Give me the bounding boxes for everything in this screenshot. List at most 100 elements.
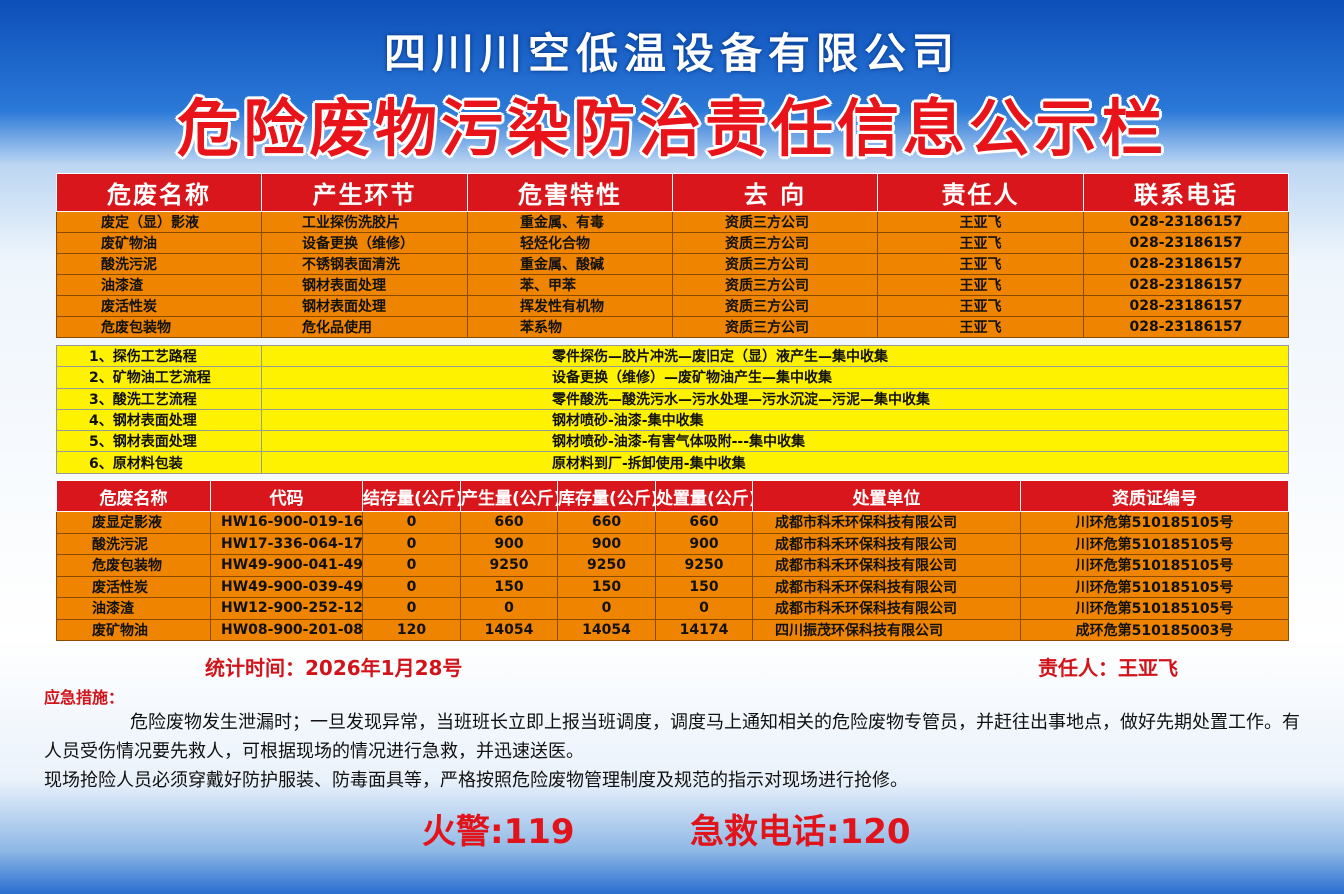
cell: 9250 [655, 554, 753, 577]
row: 油漆渣 钢材表面处理 苯、甲苯 资质三方公司 王亚飞 028-23186157 [56, 274, 1289, 296]
cell: 苯系物 [467, 316, 673, 338]
cell: 0 [362, 511, 461, 534]
row: 酸洗污泥 不锈钢表面清洗 重金属、酸碱 资质三方公司 王亚飞 028-23186157 [56, 253, 1289, 275]
cell: 重金属、有毒 [467, 211, 673, 233]
header-cell: 处置单位 [752, 480, 1021, 512]
cell: 4、钢材表面处理 [56, 408, 262, 432]
row: 废矿物油 设备更换（维修） 轻烃化合物 资质三方公司 王亚飞 028-23186157 [56, 232, 1289, 254]
cell: 成都市科禾环保科技有限公司 [752, 511, 1021, 534]
row: 废矿物油 HW08-900-201-08 120 14054 14054 14174 四川振… [56, 618, 1289, 641]
cell: 150 [460, 575, 558, 598]
cell: 川环危第510185105号 [1020, 597, 1289, 620]
header-row: 危废名称 代码 结存量(公斤) 产生量(公斤) 库存量(公斤) 处置量(公斤) 处置单位 资质… [56, 480, 1289, 512]
responsible: 责任人：王亚飞 [1038, 656, 1178, 680]
cell: 028-23186157 [1083, 232, 1289, 254]
emergency-text: 现场抢险人员必须穿戴好防护服装、防毒面具等，严格按照危险废物管理制度及规范的指示… [44, 770, 908, 791]
emergency-title: 应急措施： [44, 688, 125, 707]
cell: 危废包装物 [56, 316, 262, 338]
cell: 钢材表面处理 [261, 295, 468, 317]
header-cell: 产生量(公斤) [460, 480, 558, 512]
header-cell: 联系电话 [1083, 173, 1289, 212]
cell: 0 [362, 597, 461, 620]
row: 废定（显）影液 工业探伤洗胶片 重金属、有毒 资质三方公司 王亚飞 028-2318615… [56, 211, 1289, 233]
cell: 120 [362, 618, 461, 641]
cell: 废显定影液 [56, 511, 211, 534]
cell: HW49-900-041-49 [210, 554, 363, 577]
cell: 660 [655, 511, 753, 534]
cell: 资质三方公司 [672, 211, 878, 233]
row: 2、矿物油工艺流程 设备更换（维修）—废矿物油产生—集中收集 [56, 366, 1289, 389]
cell: 原材料到厂-拆卸使用-集中收集 [261, 451, 1289, 474]
cell: 废矿物油 [56, 618, 211, 641]
cell: HW17-336-064-17 [210, 532, 363, 555]
cell: 成都市科禾环保科技有限公司 [752, 597, 1021, 620]
cell: 028-23186157 [1083, 253, 1289, 275]
cell: 150 [655, 575, 753, 598]
cell: 900 [557, 532, 656, 555]
cell: 900 [655, 532, 753, 555]
cell: 危化品使用 [261, 316, 468, 338]
cell: 2、矿物油工艺流程 [56, 366, 262, 389]
row: 油漆渣 HW12-900-252-12 0 0 0 0 成都市科禾环保科技有限公司 川环危第5… [56, 597, 1289, 620]
cell: 3、酸洗工艺流程 [56, 387, 262, 410]
header-cell: 结存量(公斤) [362, 480, 461, 512]
header-cell: 代码 [210, 480, 363, 512]
cell: 王亚飞 [877, 232, 1084, 254]
cell: 150 [557, 575, 656, 598]
row: 1、探伤工艺路程 零件探伤—胶片冲洗—废旧定（显）液产生—集中收集 [56, 344, 1289, 368]
fire-hotline: 火警:119 [422, 812, 575, 852]
cell: 成环危第510185003号 [1020, 618, 1289, 641]
header-cell: 资质证编号 [1020, 480, 1289, 512]
cell: 1、探伤工艺路程 [56, 344, 262, 368]
cell: 酸洗污泥 [56, 253, 262, 275]
cell: 660 [557, 511, 656, 534]
header-cell: 责任人 [877, 173, 1084, 212]
cell: 王亚飞 [877, 253, 1084, 275]
cell: 重金属、酸碱 [467, 253, 673, 275]
cell: HW08-900-201-08 [210, 618, 363, 641]
header-cell: 产生环节 [261, 173, 468, 212]
cell: 成都市科禾环保科技有限公司 [752, 575, 1021, 598]
cell: 钢材表面处理 [261, 274, 468, 296]
cell: 0 [362, 554, 461, 577]
cell: 资质三方公司 [672, 274, 878, 296]
row: 6、原材料包装 原材料到厂-拆卸使用-集中收集 [56, 451, 1289, 474]
row: 3、酸洗工艺流程 零件酸洗—酸洗污水—污水处理—污水沉淀—污泥—集中收集 [56, 387, 1289, 410]
cell: 王亚飞 [877, 316, 1084, 338]
header-cell: 库存量(公斤) [557, 480, 656, 512]
row: 废活性炭 HW49-900-039-49 0 150 150 150 成都市科禾环保科技有限… [56, 575, 1289, 598]
row: 危废包装物 危化品使用 苯系物 资质三方公司 王亚飞 028-23186157 [56, 316, 1289, 338]
cell: 资质三方公司 [672, 232, 878, 254]
stats-time: 统计时间：2026年1月28号 [205, 656, 463, 680]
cell: 0 [460, 597, 558, 620]
cell: 废定（显）影液 [56, 211, 262, 233]
row: 5、钢材表面处理 钢材喷砂-油漆-有害气体吸附---集中收集 [56, 430, 1289, 453]
cell: 王亚飞 [877, 274, 1084, 296]
header-cell: 危害特性 [467, 173, 673, 212]
cell: 王亚飞 [877, 211, 1084, 233]
emergency-text: 危险废物发生泄漏时；一旦发现异常，当班班长立即上报当班调度，调度马上通知相关的危… [44, 712, 1300, 762]
row: 危废包装物 HW49-900-041-49 0 9250 9250 9250 成都市科禾环保… [56, 554, 1289, 577]
cell: 660 [460, 511, 558, 534]
cell: 设备更换（维修）—废矿物油产生—集中收集 [261, 366, 1289, 389]
cell: 028-23186157 [1083, 316, 1289, 338]
cell: 酸洗污泥 [56, 532, 211, 555]
cell: 028-23186157 [1083, 295, 1289, 317]
cell: 0 [557, 597, 656, 620]
cell: 油漆渣 [56, 597, 211, 620]
cell: 0 [655, 597, 753, 620]
cell: 挥发性有机物 [467, 295, 673, 317]
row: 酸洗污泥 HW17-336-064-17 0 900 900 900 成都市科禾环保科技有限… [56, 532, 1289, 555]
cell: 工业探伤洗胶片 [261, 211, 468, 233]
cell: 钢材喷砂-油漆-集中收集 [261, 408, 1289, 432]
board-title: 危险废物污染防治责任信息公示栏 [176, 92, 1167, 165]
cell: 不锈钢表面清洗 [261, 253, 468, 275]
cell: 5、钢材表面处理 [56, 430, 262, 453]
cell: 成都市科禾环保科技有限公司 [752, 532, 1021, 555]
header-cell: 危废名称 [56, 173, 262, 212]
header-cell: 危废名称 [56, 480, 211, 512]
cell: 油漆渣 [56, 274, 262, 296]
cell: 900 [460, 532, 558, 555]
medical-hotline: 急救电话:120 [690, 812, 911, 852]
row: 废显定影液 HW16-900-019-16 0 660 660 660 成都市科禾环保科技有… [56, 511, 1289, 534]
